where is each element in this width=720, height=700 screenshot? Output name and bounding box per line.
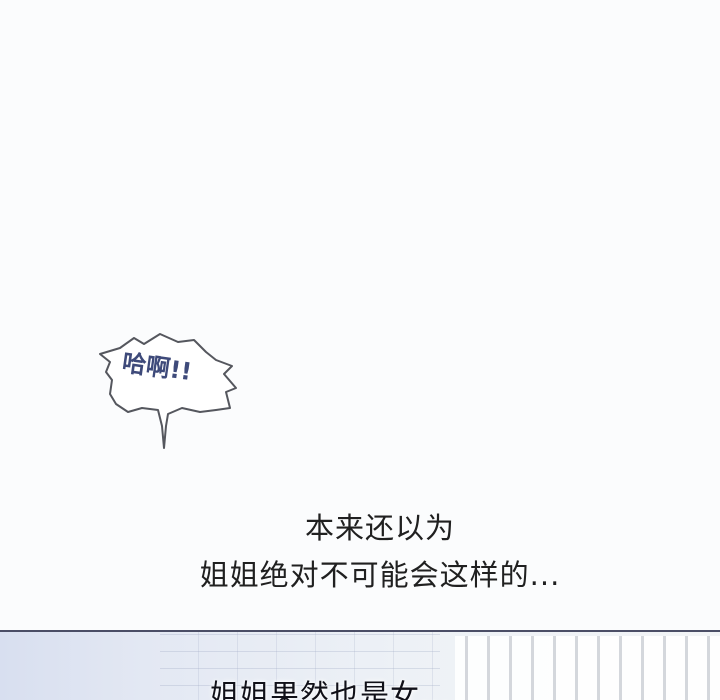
narration-box: 本来还以为 姐姐绝对不可能会这样的...: [120, 505, 640, 599]
speech-bubble-shape: [99, 333, 237, 449]
narration-line-1: 本来还以为: [304, 511, 455, 545]
narration-line-2: 姐姐绝对不可能会这样的...: [199, 558, 561, 592]
speech-bubble: 哈啊!!: [96, 330, 246, 455]
window-blinds: [455, 636, 720, 700]
bottom-panel-text: 姐姐果然也是女...: [210, 678, 451, 700]
brick-wall: [160, 632, 440, 700]
bottom-panel: 姐姐果然也是女...: [0, 630, 720, 700]
